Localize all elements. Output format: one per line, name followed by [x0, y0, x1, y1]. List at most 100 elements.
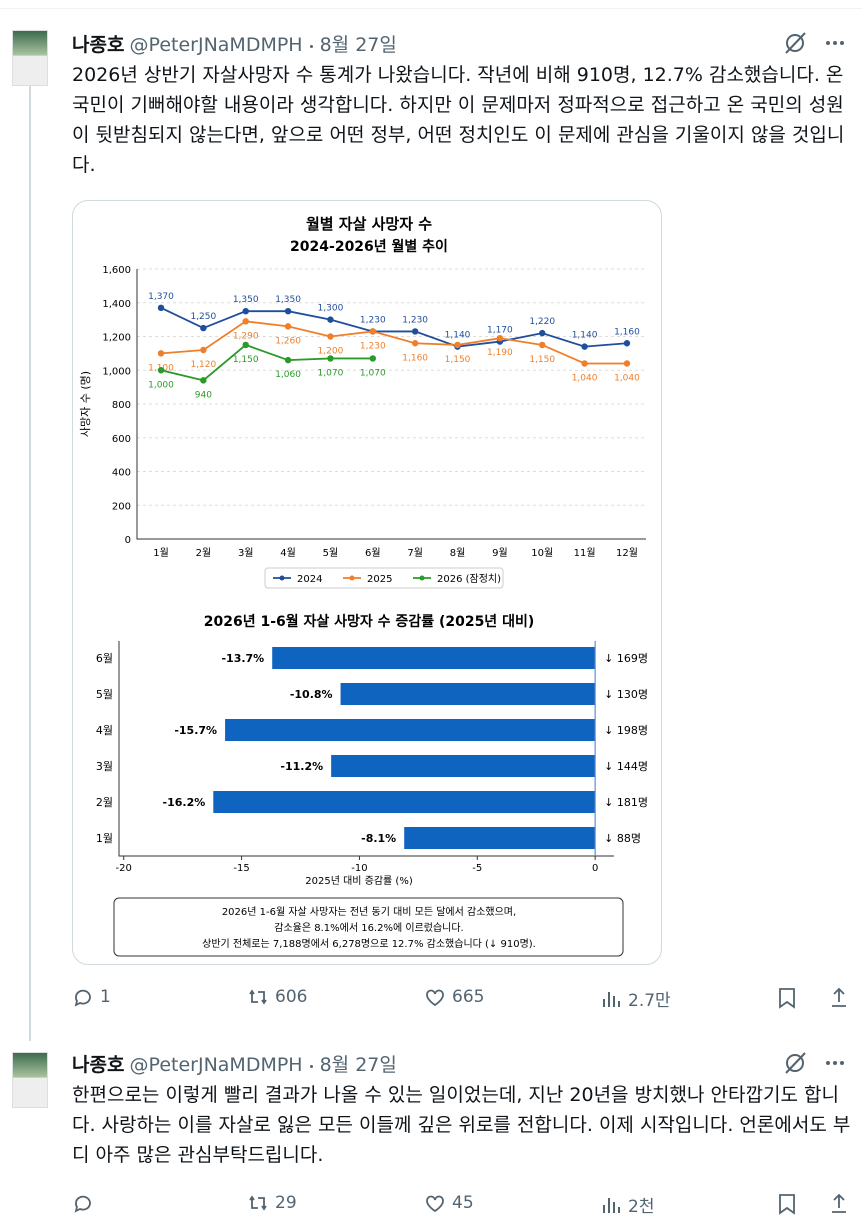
- data-label: 1,060: [275, 370, 301, 380]
- retweets-button[interactable]: 29: [247, 1192, 297, 1214]
- data-point: [369, 328, 376, 335]
- legend-label: 2025: [367, 574, 392, 585]
- replies-icon: [74, 1195, 91, 1213]
- y-tick-label: 600: [112, 434, 131, 445]
- data-label: 1,150: [529, 355, 555, 365]
- data-point: [200, 377, 207, 384]
- data-label: -8.1%: [361, 832, 396, 845]
- y-tick-label: 3월: [96, 760, 113, 773]
- tweet-header: 나종호 @PeterJNaMDMPH 8월 27일: [72, 30, 397, 57]
- replies-icon: [74, 989, 91, 1007]
- replies-button[interactable]: 1: [72, 986, 111, 1008]
- data-label: 940: [195, 390, 212, 400]
- series-line: [160, 307, 628, 348]
- handle[interactable]: @PeterJNaMDMPH: [129, 1054, 303, 1076]
- bar: [213, 791, 596, 813]
- data-point: [242, 318, 249, 325]
- action-bar: 1 606 665 2.7만: [72, 986, 850, 1014]
- change-label: ↓ 130명: [604, 688, 648, 701]
- data-point: [284, 307, 292, 315]
- data-label: 1,170: [487, 326, 513, 336]
- likes-button[interactable]: 45: [424, 1192, 474, 1214]
- views-count: 2.7만: [628, 991, 671, 1011]
- views-button[interactable]: 2.7만: [600, 986, 671, 1011]
- data-point: [539, 341, 546, 349]
- date[interactable]: 8월 27일: [319, 1054, 397, 1076]
- handle[interactable]: @PeterJNaMDMPH: [129, 34, 303, 56]
- bookmark-button[interactable]: [777, 1192, 847, 1220]
- change-label: ↓ 181명: [604, 796, 648, 809]
- header-icons: [785, 1052, 844, 1074]
- data-label: -10.8%: [290, 688, 333, 701]
- header-icons: [785, 32, 844, 54]
- x-tick-label: 9월: [492, 547, 508, 559]
- legend-dot: [419, 575, 425, 581]
- avatar[interactable]: [12, 30, 48, 86]
- date[interactable]: 8월 27일: [319, 34, 397, 56]
- data-label: 1,160: [402, 353, 428, 363]
- data-point: [581, 343, 588, 350]
- data-label: 1,200: [318, 347, 344, 357]
- data-label: 1,120: [190, 360, 216, 370]
- bar: [404, 827, 596, 849]
- x-axis-label: 2025년 대비 증감률 (%): [305, 875, 413, 887]
- data-label: 1,140: [572, 331, 598, 341]
- y-tick-label: 1,400: [102, 299, 131, 310]
- data-point: [454, 341, 461, 349]
- tweet-text: 한편으로는 이렇게 빨리 결과가 나올 수 있는 일이었는데, 지난 20년을 …: [72, 1084, 851, 1166]
- data-label: 1,000: [148, 380, 174, 390]
- y-tick-label: 1,000: [102, 366, 131, 377]
- bookmark-share-icons: [779, 1193, 846, 1215]
- axis: [118, 641, 614, 857]
- retweets-icon: [249, 989, 267, 1005]
- data-label: 1,350: [275, 295, 301, 305]
- more-icon[interactable]: [826, 41, 844, 45]
- media-card[interactable]: 월별 자살 사망자 수 2024-2026년 월별 추이 사망자 수 (명) 0 200…: [72, 200, 662, 965]
- data-point: [581, 360, 588, 367]
- likes-icon: [426, 1195, 444, 1213]
- y-tick-label: 6월: [96, 652, 113, 665]
- data-point: [327, 316, 334, 323]
- x-tick-label: 4월: [280, 547, 296, 559]
- avatar[interactable]: [12, 1052, 48, 1108]
- data-label: -11.2%: [280, 760, 323, 773]
- x-tick-label: 10월: [531, 547, 553, 559]
- data-point: [623, 340, 631, 347]
- retweets-button[interactable]: 606: [247, 986, 307, 1008]
- grok-icon[interactable]: [785, 1052, 806, 1074]
- views-icon: [603, 1197, 620, 1213]
- separator: [309, 45, 313, 48]
- chart-subtitle: 2024-2026년 월별 추이: [290, 238, 448, 255]
- likes-button[interactable]: 665: [424, 986, 484, 1008]
- series-line: [160, 320, 627, 365]
- data-label: 1,370: [148, 292, 174, 302]
- legend-dot: [349, 575, 355, 581]
- views-button[interactable]: 2천: [600, 1192, 654, 1217]
- action-bar: 29 45 2천: [72, 1192, 850, 1220]
- data-label: 1,070: [318, 368, 344, 378]
- data-point: [327, 333, 334, 340]
- likes-count: 45: [452, 1193, 474, 1213]
- likes-icon: [426, 989, 444, 1007]
- bookmark-share-icons: [779, 987, 846, 1009]
- more-icon[interactable]: [826, 1061, 844, 1065]
- likes-count: 665: [452, 987, 485, 1007]
- bookmark-button[interactable]: [777, 986, 847, 1014]
- data-label: 1,220: [529, 317, 555, 327]
- y-tick-label: 400: [112, 468, 131, 479]
- x-tick-label: 7월: [407, 547, 423, 559]
- data-label: 1,150: [233, 355, 259, 365]
- author-name[interactable]: 나종호: [72, 34, 125, 56]
- replies-button[interactable]: [72, 1192, 94, 1214]
- data-point: [623, 360, 631, 367]
- author-name[interactable]: 나종호: [72, 1054, 125, 1076]
- bar: [225, 719, 596, 741]
- retweets-count: 29: [275, 1193, 297, 1213]
- data-label: 1,300: [318, 304, 344, 314]
- replies-count: 1: [100, 987, 111, 1007]
- chart-title: 2026년 1-6월 자살 사망자 수 증감률 (2025년 대비): [204, 613, 534, 630]
- data-label: 1,150: [445, 355, 471, 365]
- grok-icon[interactable]: [785, 32, 806, 54]
- change-label: ↓ 169명: [604, 652, 648, 665]
